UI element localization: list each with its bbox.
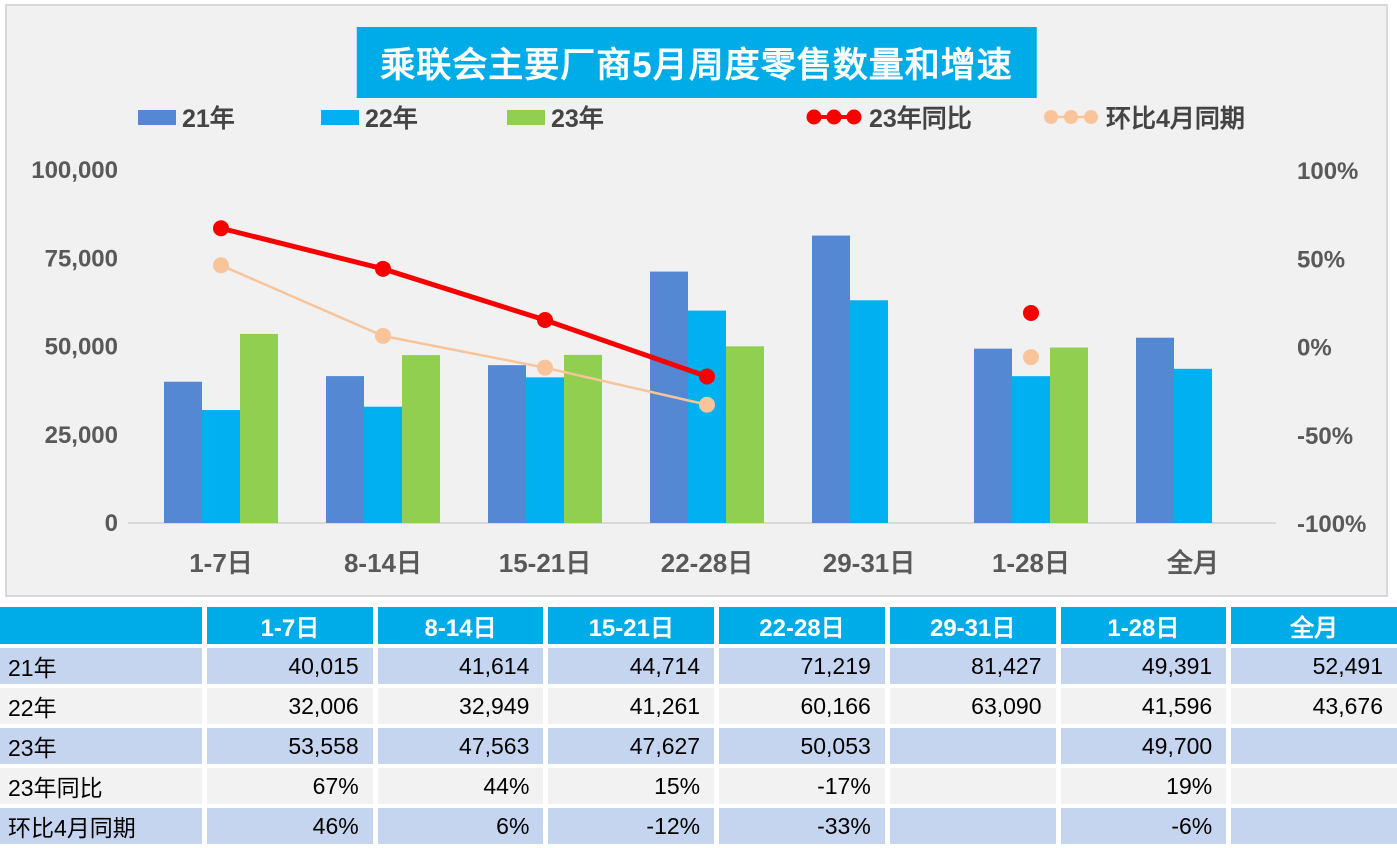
table-cell: 63,090: [889, 688, 1056, 724]
legend-swatch-23: [507, 109, 545, 125]
table-cell: 49,391: [1060, 648, 1227, 684]
table-header-cell: 22-28日: [719, 607, 885, 644]
table-cell: 44,714: [548, 648, 715, 684]
table-cell: 71,219: [719, 648, 885, 684]
data-table: 1-7日 8-14日 15-21日 22-28日 29-31日 1-28日 全月 21年 40…: [0, 603, 1397, 848]
table-row: 23年 53,558 47,563 47,627 50,053 49,700: [0, 728, 1397, 764]
table-row-label: 23年: [0, 728, 202, 764]
table-row-label: 22年: [0, 688, 202, 724]
table-header-cell: 29-31日: [889, 607, 1056, 644]
table-cell: 41,261: [548, 688, 715, 724]
table-cell: [1231, 728, 1397, 764]
table-cell: 32,006: [207, 688, 373, 724]
legend-swatch-22: [321, 109, 359, 125]
table-cell: 44%: [377, 768, 544, 804]
table-row-label: 23年同比: [0, 768, 202, 804]
table-cell: [1231, 808, 1397, 844]
table-corner-cell: [0, 607, 202, 644]
legend-swatch-21: [138, 109, 176, 125]
table-header-cell: 8-14日: [377, 607, 544, 644]
legend-line-swatch-mom: [1044, 110, 1098, 124]
legend-item-22: 22年: [321, 103, 418, 133]
table-cell: 49,700: [1060, 728, 1227, 764]
table-row: 21年 40,015 41,614 44,714 71,219 81,427 49,391 5…: [0, 648, 1397, 684]
table-cell: [889, 728, 1056, 764]
table-cell: [1231, 768, 1397, 804]
legend-item-21: 21年: [138, 103, 235, 133]
table-cell: 19%: [1060, 768, 1227, 804]
table-cell: 67%: [207, 768, 373, 804]
table-row-label: 环比4月同期: [0, 808, 202, 844]
table-header-cell: 1-7日: [207, 607, 373, 644]
table-header-cell: 15-21日: [548, 607, 715, 644]
legend-label-21: 21年: [182, 105, 235, 133]
table-row-label: 21年: [0, 648, 202, 684]
table-cell: 53,558: [207, 728, 373, 764]
table-cell: [889, 808, 1056, 844]
table-cell: 6%: [377, 808, 544, 844]
table-cell: 41,596: [1060, 688, 1227, 724]
legend-line-swatch-yoy: [806, 109, 862, 125]
legend-label-22: 22年: [365, 105, 418, 133]
table-row: 环比4月同期 46% 6% -12% -33% -6%: [0, 808, 1397, 844]
table-header-row: 1-7日 8-14日 15-21日 22-28日 29-31日 1-28日 全月: [0, 607, 1397, 644]
table-cell: [889, 768, 1056, 804]
table-cell: 52,491: [1231, 648, 1397, 684]
legend-label-23: 23年: [551, 105, 604, 133]
table-cell: 40,015: [207, 648, 373, 684]
table-cell: -6%: [1060, 808, 1227, 844]
table-cell: 46%: [207, 808, 373, 844]
table-cell: -17%: [719, 768, 885, 804]
table-cell: 41,614: [377, 648, 544, 684]
table-cell: 60,166: [719, 688, 885, 724]
chart-title: 乘联会主要厂商5月周度零售数量和增速: [356, 27, 1037, 98]
table-header-cell: 全月: [1231, 607, 1397, 644]
table-cell: 43,676: [1231, 688, 1397, 724]
table-cell: 81,427: [889, 648, 1056, 684]
table-cell: 47,563: [377, 728, 544, 764]
table-cell: -12%: [548, 808, 715, 844]
table-cell: 50,053: [719, 728, 885, 764]
legend-item-23: 23年: [507, 103, 604, 133]
table-cell: 15%: [548, 768, 715, 804]
table-row: 23年同比 67% 44% 15% -17% 19%: [0, 768, 1397, 804]
table-cell: 32,949: [377, 688, 544, 724]
table-cell: 47,627: [548, 728, 715, 764]
legend-item-yoy: 23年同比: [805, 103, 972, 133]
table-cell: -33%: [719, 808, 885, 844]
chart-panel: 乘联会主要厂商5月周度零售数量和增速 21年 22年 23年 23年同比 环比4…: [5, 4, 1388, 597]
table-header-cell: 1-28日: [1060, 607, 1227, 644]
legend-item-mom: 环比4月同期: [1042, 103, 1245, 133]
legend-label-yoy: 23年同比: [869, 105, 972, 133]
legend-label-mom: 环比4月同期: [1106, 105, 1245, 133]
table-row: 22年 32,006 32,949 41,261 60,166 63,090 41,596 4…: [0, 688, 1397, 724]
